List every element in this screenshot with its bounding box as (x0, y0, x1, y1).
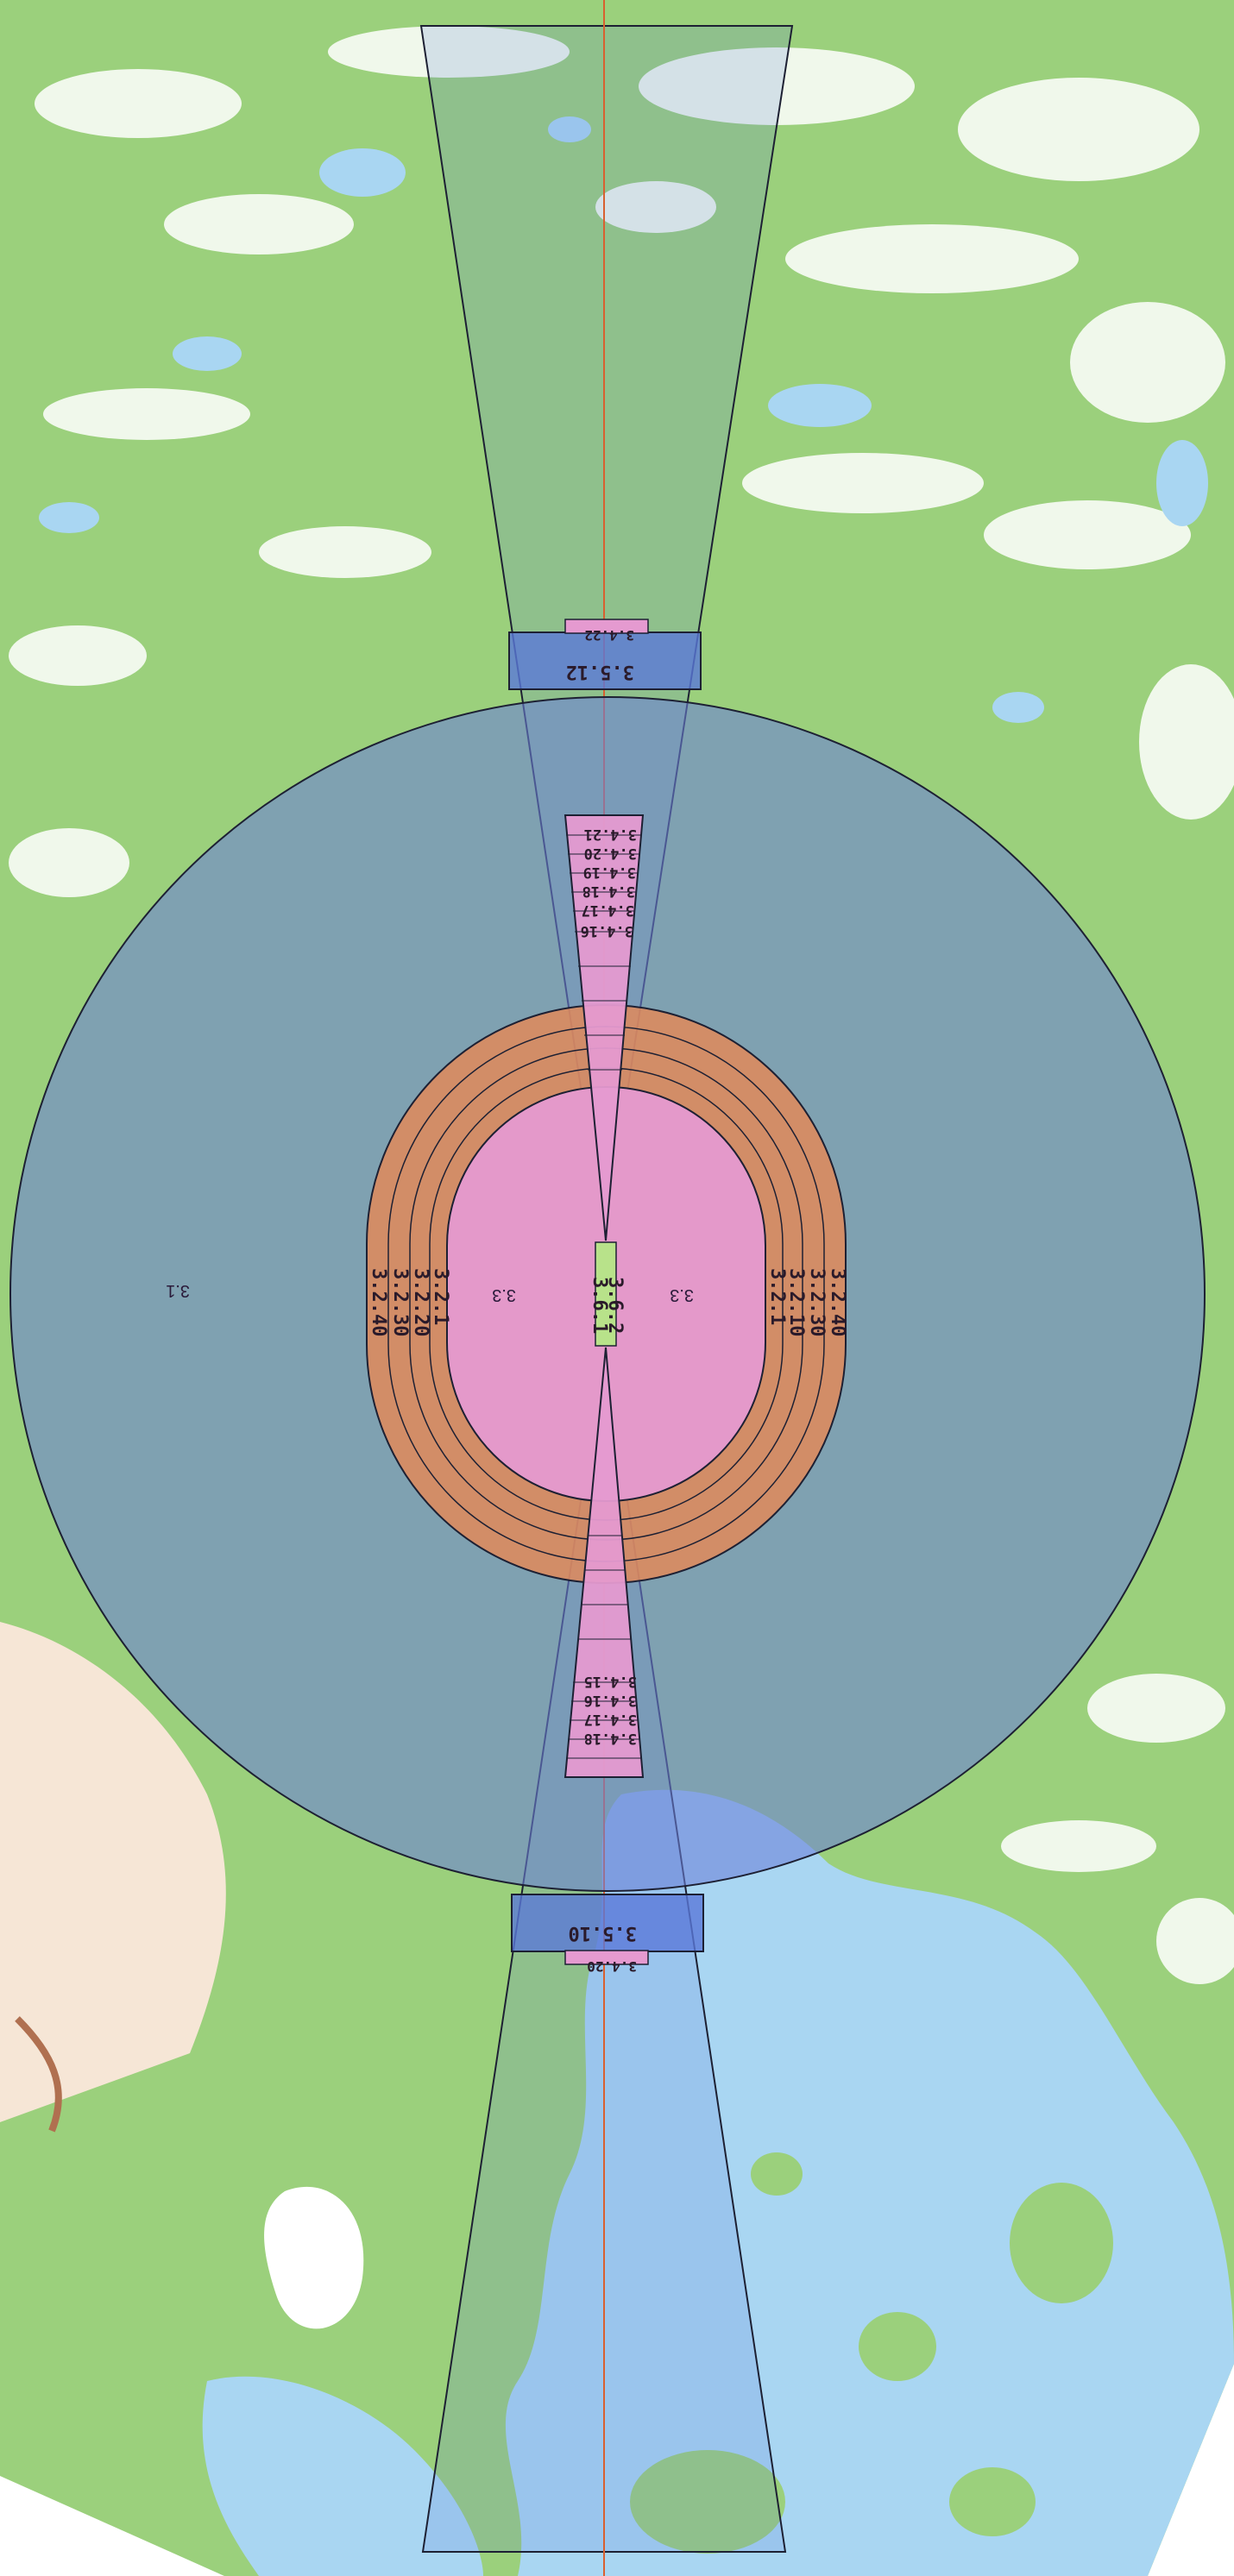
north-band-top-strip (564, 619, 649, 634)
label-right-ring-1: 3.2.1 (766, 1268, 788, 1325)
label-runway-a: 3.6.1 (589, 1277, 610, 1334)
southwest-bay (202, 2376, 483, 2576)
label-south-stack-3: 3.4.17 (584, 1711, 637, 1728)
north-wedge-steps (566, 834, 642, 1071)
label-right-ring-4: 3.2.40 (827, 1268, 848, 1336)
label-south-stack-4: 3.4.18 (584, 1730, 637, 1747)
runway-strip (595, 1241, 617, 1347)
label-north-band: 3.5.12 (566, 661, 634, 682)
label-south-band: 3.5.10 (569, 1922, 637, 1944)
label-south-stack-1: 3.4.15 (584, 1673, 637, 1690)
large-lake (505, 1789, 1234, 2576)
hill-contour (15, 2016, 62, 2133)
label-north-stack-6: 3.4.16 (581, 922, 633, 939)
label-north-stack-3: 3.4.19 (583, 864, 636, 881)
hill-terrain (0, 1622, 226, 2122)
north-band (508, 631, 702, 690)
label-outer-circle: 3.1 (166, 1281, 190, 1300)
label-south-stack-2: 3.4.16 (584, 1692, 637, 1709)
label-left-ring-2: 3.2.30 (389, 1268, 411, 1336)
label-left-ring-4: 3.2.1 (430, 1268, 451, 1325)
label-inner-left: 3.3 (492, 1285, 516, 1304)
label-left-ring-3: 3.2.20 (410, 1268, 431, 1336)
inner-approach-wedges (563, 814, 645, 1778)
label-right-ring-2: 3.2.10 (785, 1268, 807, 1336)
label-right-ring-3: 3.2.30 (806, 1268, 828, 1336)
zone-labels: 3.1 3.3 3.3 3.6.1 3.6.2 3.2.40 3.2.30 3.… (166, 627, 848, 1975)
lake-islands (630, 2152, 1113, 2554)
north-wedge (563, 814, 645, 1241)
label-north-stack-5: 3.4.17 (582, 902, 634, 919)
label-south-band-bottom: 3.4.20 (587, 1958, 637, 1975)
label-north-stack-1: 3.4.21 (584, 826, 637, 843)
label-left-ring-1: 3.2.40 (368, 1268, 389, 1336)
label-runway-b: 3.6.2 (604, 1277, 626, 1334)
south-wedge (563, 1347, 645, 1778)
south-wedge-steps (566, 1535, 642, 1759)
label-north-stack-2: 3.4.20 (584, 845, 637, 862)
clearing (264, 2186, 364, 2329)
label-inner-right: 3.3 (670, 1285, 694, 1304)
label-north-band-top: 3.4.22 (584, 627, 634, 644)
south-band-bottom-strip (564, 1950, 649, 1965)
northern-lakes (39, 116, 1208, 723)
south-band (511, 1894, 704, 1952)
open-land-patches (9, 26, 1234, 1984)
label-north-stack-4: 3.4.18 (582, 883, 635, 900)
